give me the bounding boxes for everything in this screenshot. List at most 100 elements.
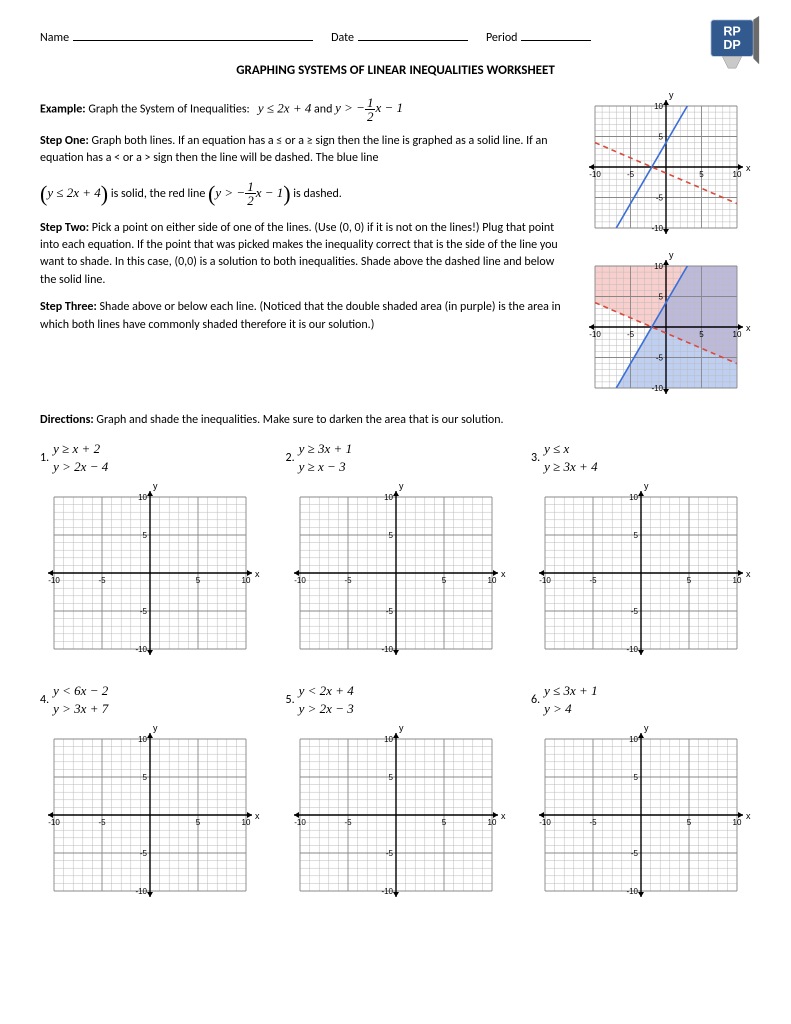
svg-text:y: y — [399, 483, 404, 491]
svg-text:-10: -10 — [294, 818, 306, 827]
step-three: Step Three: Shade above or below each li… — [40, 299, 567, 334]
blank-grid: -10-10-5-5551010xy — [286, 483, 506, 673]
svg-text:y: y — [669, 92, 674, 100]
svg-text:-10: -10 — [626, 887, 638, 896]
step-one: Step One: Graph both lines. If an equati… — [40, 133, 567, 168]
step-two: Step Two: Pick a point on either side of… — [40, 220, 567, 290]
directions: Directions: Graph and shade the inequali… — [40, 412, 751, 429]
svg-text:10: 10 — [242, 818, 251, 827]
svg-text:5: 5 — [196, 576, 201, 585]
svg-text:-10: -10 — [294, 576, 306, 585]
problem-number: 6. — [531, 693, 540, 707]
svg-text:-10: -10 — [48, 576, 60, 585]
svg-text:-10: -10 — [135, 645, 147, 654]
svg-text:10: 10 — [629, 735, 638, 744]
period-label: Period — [486, 31, 518, 45]
svg-text:-5: -5 — [98, 818, 106, 827]
problem-number: 4. — [40, 693, 49, 707]
name-blank[interactable] — [73, 28, 313, 41]
svg-text:10: 10 — [138, 493, 147, 502]
svg-text:-5: -5 — [344, 576, 352, 585]
blank-grid: -10-10-5-5551010xy — [531, 483, 751, 673]
svg-text:-10: -10 — [626, 645, 638, 654]
svg-text:-5: -5 — [627, 330, 635, 339]
svg-text:-5: -5 — [385, 849, 393, 858]
svg-text:DP: DP — [723, 38, 740, 52]
problem-equations: y < 2x + 4y > 2x − 3 — [299, 682, 354, 718]
svg-text:10: 10 — [138, 735, 147, 744]
svg-text:-5: -5 — [627, 170, 635, 179]
svg-text:5: 5 — [634, 773, 639, 782]
problem-number: 3. — [531, 451, 540, 465]
name-label: Name — [40, 31, 69, 45]
problem-2: 2. y ≥ 3x + 1y ≥ x − 3 -10-10-5-5551010x… — [286, 439, 506, 673]
svg-text:10: 10 — [654, 102, 663, 111]
blank-grid: -10-10-5-5551010xy — [286, 725, 506, 915]
svg-text:-5: -5 — [98, 576, 106, 585]
date-blank[interactable] — [358, 28, 468, 41]
svg-text:-5: -5 — [140, 607, 148, 616]
svg-text:-5: -5 — [385, 607, 393, 616]
svg-text:x: x — [501, 811, 506, 821]
problem-equations: y ≤ xy ≥ 3x + 4 — [544, 440, 597, 476]
step-one-eqs: (y ≤ 2x + 4) is solid, the red line (y >… — [40, 178, 567, 210]
header-fields: Name Date Period — [40, 28, 751, 45]
problem-equations: y ≥ 3x + 1y ≥ x − 3 — [299, 440, 352, 476]
svg-text:-5: -5 — [140, 849, 148, 858]
blank-grid: -10-10-5-5551010xy — [40, 483, 260, 673]
problem-number: 5. — [286, 693, 295, 707]
svg-text:-5: -5 — [344, 818, 352, 827]
svg-text:y: y — [644, 483, 649, 491]
svg-text:-10: -10 — [381, 887, 393, 896]
svg-text:-10: -10 — [589, 170, 601, 179]
blank-grid: -10 -10 -5 -5 5 5 10 10 x y — [531, 725, 751, 915]
svg-text:x: x — [746, 569, 751, 579]
svg-text:5: 5 — [687, 818, 692, 827]
svg-text:10: 10 — [242, 576, 251, 585]
svg-text:10: 10 — [629, 493, 638, 502]
problem-equations: y ≥ x + 2y > 2x − 4 — [53, 440, 108, 476]
svg-text:y: y — [153, 725, 158, 733]
svg-text:x: x — [746, 323, 751, 333]
problem-6: 6. y ≤ 3x + 1y > 4 -10 -10 -5 -5 5 5 10 10 x y — [531, 681, 751, 915]
svg-text:y: y — [669, 252, 674, 260]
svg-text:-10: -10 — [589, 330, 601, 339]
svg-text:5: 5 — [659, 133, 664, 142]
svg-text:-5: -5 — [631, 849, 639, 858]
problem-equations: y < 6x − 2y > 3x + 7 — [53, 682, 108, 718]
svg-text:10: 10 — [733, 818, 742, 827]
svg-text:5: 5 — [143, 773, 148, 782]
svg-text:-10: -10 — [539, 818, 551, 827]
svg-text:5: 5 — [388, 773, 393, 782]
svg-text:5: 5 — [143, 531, 148, 540]
svg-text:10: 10 — [733, 170, 742, 179]
svg-text:10: 10 — [733, 576, 742, 585]
svg-text:5: 5 — [699, 330, 704, 339]
problem-equations: y ≤ 3x + 1y > 4 — [544, 682, 597, 718]
svg-text:5: 5 — [699, 170, 704, 179]
svg-text:y: y — [399, 725, 404, 733]
svg-text:-5: -5 — [656, 354, 664, 363]
svg-text:10: 10 — [487, 818, 496, 827]
svg-text:5: 5 — [388, 531, 393, 540]
svg-text:5: 5 — [196, 818, 201, 827]
svg-text:x: x — [746, 811, 751, 821]
svg-text:5: 5 — [441, 576, 446, 585]
svg-text:-10: -10 — [651, 384, 663, 393]
svg-text:-10: -10 — [539, 576, 551, 585]
svg-text:-5: -5 — [656, 194, 664, 203]
problem-5: 5. y < 2x + 4y > 2x − 3 -10-10-5-5551010… — [286, 681, 506, 915]
svg-text:-10: -10 — [135, 887, 147, 896]
example-line: Example: Graph the System of Inequalitie… — [40, 96, 567, 123]
svg-text:-5: -5 — [589, 818, 597, 827]
svg-text:y: y — [153, 483, 158, 491]
svg-text:5: 5 — [687, 576, 692, 585]
svg-text:5: 5 — [441, 818, 446, 827]
svg-text:5: 5 — [634, 531, 639, 540]
svg-text:-5: -5 — [631, 607, 639, 616]
svg-text:x: x — [501, 569, 506, 579]
svg-text:y: y — [644, 725, 649, 733]
problem-4: 4. y < 6x − 2y > 3x + 7 -10-10-5-5551010… — [40, 681, 260, 915]
svg-text:10: 10 — [654, 262, 663, 271]
period-blank[interactable] — [521, 28, 591, 41]
